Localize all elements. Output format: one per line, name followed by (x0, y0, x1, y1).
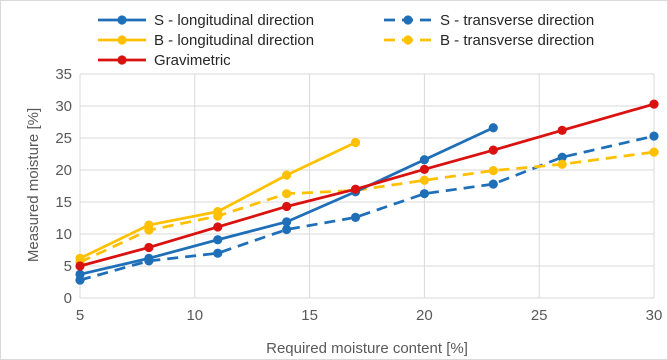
y-tick-label: 15 (55, 194, 72, 211)
y-axis: 0 5 10 15 20 25 30 35 (55, 66, 72, 307)
y-tick-label: 25 (55, 130, 72, 147)
data-point (75, 269, 85, 279)
series-2 (75, 137, 361, 263)
data-point (557, 159, 567, 169)
y-tick-label: 20 (55, 162, 72, 179)
series-3 (75, 147, 659, 267)
y-tick-label: 30 (55, 98, 72, 115)
data-point (419, 155, 429, 165)
series-lines (75, 99, 659, 285)
legend-label: Gravimetric (154, 52, 231, 69)
legend-marker (117, 55, 127, 65)
series-line (79, 150, 655, 264)
legend-marker (403, 35, 413, 45)
data-point (557, 152, 567, 162)
legend-marker (117, 35, 127, 45)
data-point (488, 145, 498, 155)
data-point (649, 147, 659, 157)
legend: S - longitudinal direction S - transverse… (98, 12, 594, 69)
x-tick-label: 5 (76, 307, 84, 324)
x-tick-label: 30 (646, 307, 663, 324)
legend-item: B - transverse direction (384, 32, 594, 49)
x-axis: 5 10 15 20 25 30 (76, 307, 663, 324)
data-point (213, 248, 223, 258)
data-point (75, 261, 85, 271)
data-point (144, 242, 154, 253)
legend-item: S - longitudinal direction (98, 12, 314, 29)
data-point (488, 123, 498, 133)
y-axis-title: Measured moisture [%] (25, 108, 42, 262)
data-point (488, 179, 498, 189)
data-point (282, 201, 292, 212)
legend-label: B - longitudinal direction (154, 32, 314, 49)
series-1 (75, 131, 659, 285)
data-point (488, 166, 498, 176)
legend-label: B - transverse direction (440, 32, 594, 49)
data-point (557, 125, 567, 135)
series-4 (75, 99, 659, 271)
data-point (282, 189, 292, 199)
data-point (282, 170, 292, 180)
x-tick-label: 15 (301, 307, 318, 324)
data-point (75, 253, 85, 263)
data-point (350, 184, 361, 194)
y-tick-label: 5 (64, 258, 72, 275)
legend-item: B - longitudinal direction (98, 32, 314, 49)
data-point (213, 207, 223, 217)
data-point (213, 235, 223, 245)
data-point (419, 175, 429, 185)
data-point (350, 212, 361, 222)
data-point (282, 217, 292, 227)
data-point (213, 222, 223, 232)
data-point (144, 220, 154, 230)
y-tick-label: 0 (64, 290, 72, 307)
data-point (419, 164, 429, 174)
data-point (350, 137, 361, 148)
series-0 (75, 123, 498, 279)
legend-marker (403, 15, 413, 25)
x-tick-label: 10 (186, 307, 203, 324)
legend-item: Gravimetric (98, 52, 231, 69)
series-line (79, 134, 655, 282)
legend-label: S - transverse direction (440, 12, 594, 29)
series-line (79, 102, 655, 268)
data-point (282, 224, 292, 235)
data-point (649, 131, 659, 141)
legend-label: S - longitudinal direction (154, 12, 314, 29)
data-point (419, 189, 429, 199)
data-point (649, 99, 659, 109)
data-point (144, 253, 154, 263)
y-tick-label: 10 (55, 226, 72, 243)
legend-marker (117, 15, 127, 25)
x-tick-label: 20 (416, 307, 433, 324)
y-tick-label: 35 (55, 66, 72, 83)
legend-item: S - transverse direction (384, 12, 594, 29)
x-tick-label: 25 (531, 307, 548, 324)
series-line (79, 126, 494, 276)
x-axis-title: Required moisture content [%] (266, 340, 468, 357)
